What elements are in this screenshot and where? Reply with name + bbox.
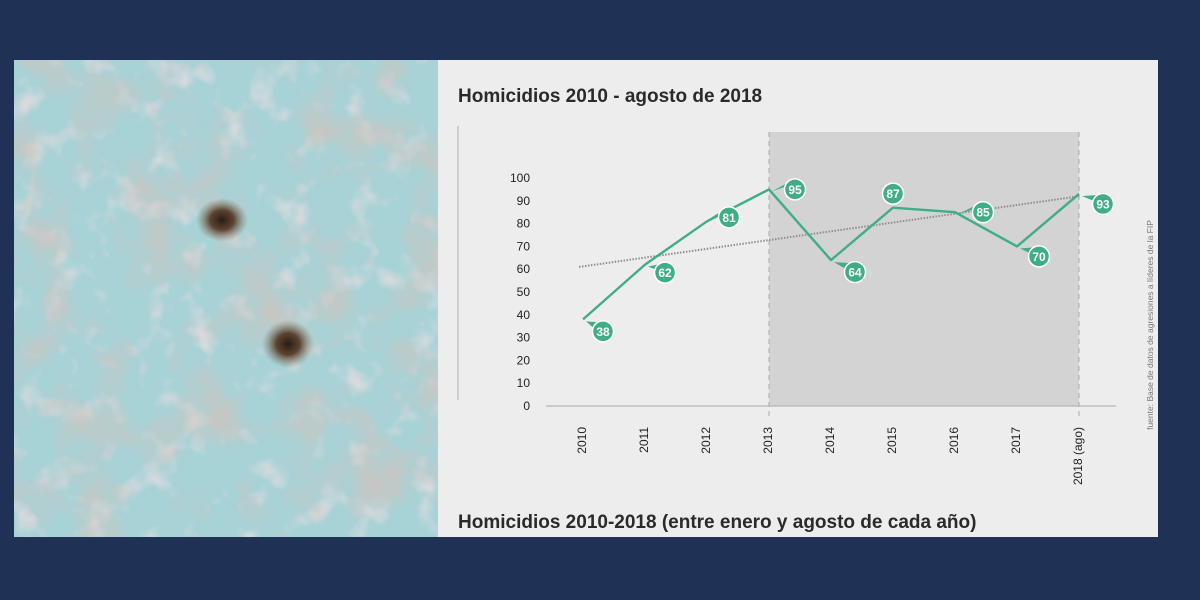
line-chart: 0 10 20 30 40 50 60 70 80 90 100 2010 2011 2012 2013 20…	[457, 126, 1116, 485]
data-label: 70	[1032, 250, 1046, 264]
data-label: 85	[976, 206, 990, 220]
trend-line	[578, 195, 1080, 268]
data-label-bubble	[783, 178, 807, 201]
y-tick-label: 0	[523, 399, 530, 413]
data-label: 87	[886, 187, 900, 201]
cracked-wall-photo	[14, 60, 438, 537]
data-label-bubble	[1091, 192, 1115, 216]
x-tick-label: 2015	[885, 427, 899, 454]
data-label-bubble	[881, 182, 905, 205]
data-label-bubble	[843, 260, 867, 284]
data-label-bubble	[653, 261, 677, 284]
data-label: 62	[658, 266, 672, 280]
y-tick-label: 60	[517, 262, 531, 276]
y-tick-label: 20	[517, 353, 531, 367]
data-label-bubble	[1027, 245, 1051, 268]
x-tick-label: 2010	[575, 427, 589, 454]
x-tick-label: 2017	[1009, 427, 1023, 454]
x-tick-label: 2013	[761, 427, 775, 454]
data-label-bubble	[591, 320, 615, 343]
y-tick-label: 90	[517, 194, 531, 208]
data-label: 95	[788, 183, 802, 197]
x-tick-label: 2018 (ago)	[1071, 427, 1085, 485]
y-tick-label: 40	[517, 308, 531, 322]
data-label-bubble	[717, 206, 741, 229]
chart-title: Homicidios 2010 - agosto de 2018	[458, 86, 763, 107]
data-label-bubble	[971, 200, 995, 224]
series-line	[582, 188, 1080, 321]
y-tick-label: 100	[510, 171, 530, 185]
shaded-period	[769, 132, 1079, 406]
source-note-text: fuente: Base de datos de agresiones a lí…	[1145, 220, 1155, 430]
y-tick-label: 50	[517, 285, 531, 299]
data-label: 93	[1096, 197, 1110, 211]
bullet-hole-icon	[196, 198, 248, 242]
x-tick-label: 2014	[823, 427, 837, 454]
data-label: 38	[596, 325, 610, 339]
y-tick-label: 10	[517, 376, 531, 390]
chart-panel: Homicidios 2010 - agosto de 2018 0 10 20 30…	[438, 60, 1158, 537]
x-tick-label: 2012	[699, 427, 713, 454]
x-tick-label: 2011	[637, 427, 651, 453]
y-tick-label: 70	[517, 239, 531, 253]
chart-subtitle: Homicidios 2010-2018 (entre enero y agos…	[458, 512, 977, 533]
bullet-hole-icon	[262, 320, 314, 368]
data-label: 64	[848, 266, 862, 280]
data-label: 81	[722, 211, 736, 225]
y-tick-label: 80	[517, 217, 531, 231]
x-tick-label: 2016	[947, 427, 961, 454]
y-tick-label: 30	[517, 331, 531, 345]
